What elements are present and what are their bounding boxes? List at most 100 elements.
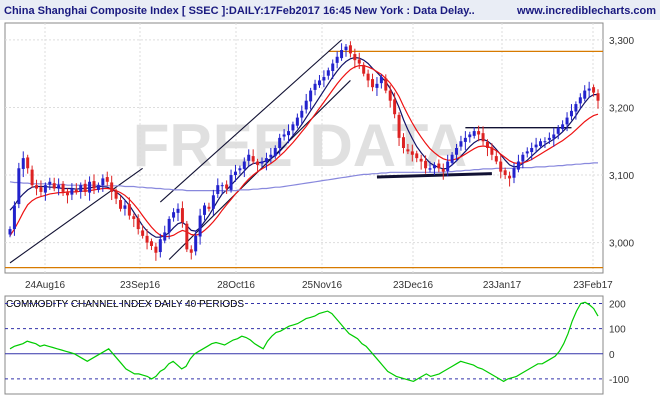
candle-body — [455, 148, 459, 155]
candle-body — [472, 131, 476, 136]
cci-y-tick-label: 200 — [609, 300, 626, 311]
candle-body — [459, 141, 463, 147]
candle-body — [211, 195, 215, 209]
candle-body — [105, 177, 109, 182]
candle-body — [410, 151, 414, 155]
candle-body — [561, 124, 565, 130]
candle-body — [12, 205, 16, 230]
price-x-tick-label: 25Nov16 — [302, 280, 342, 291]
chart-title: China Shanghai Composite Index [ SSEC ]:… — [4, 5, 475, 17]
candle-body — [8, 229, 12, 235]
candle-body — [437, 163, 441, 169]
candle-body — [428, 168, 432, 170]
candle-body — [30, 169, 34, 186]
candle-body — [348, 45, 352, 54]
candle-body — [83, 183, 87, 192]
candle-body — [547, 137, 551, 140]
candle-body — [362, 64, 366, 74]
candle-body — [194, 235, 198, 252]
candle-body — [401, 137, 405, 148]
candle-body — [406, 149, 410, 152]
candle-body — [432, 164, 436, 169]
candle-body — [273, 148, 277, 157]
cci-line — [9, 301, 599, 383]
candle-body — [233, 171, 237, 176]
candle-body — [565, 117, 569, 125]
trend-channel-line — [159, 39, 342, 203]
candle-body — [154, 246, 158, 253]
candle-body — [278, 137, 282, 148]
candle-body — [238, 168, 242, 171]
candle-body — [251, 156, 255, 162]
price-x-tick-label: 24Aug16 — [25, 280, 65, 291]
price-x-tick-label: 23Jan17 — [483, 280, 522, 291]
candle-body — [397, 114, 401, 138]
candle-body — [450, 154, 454, 163]
candle-body — [291, 124, 295, 131]
candle-body — [17, 168, 21, 205]
cci-y-tick-label: -100 — [609, 375, 629, 386]
price-panel-frame — [4, 22, 604, 274]
moving-average-line-2 — [9, 64, 599, 238]
candle-body — [424, 160, 428, 169]
candle-body — [176, 208, 180, 213]
price-x-tick-label: 28Oct16 — [217, 280, 255, 291]
price-y-tick-label: 3,300 — [609, 36, 634, 47]
candle-body — [145, 235, 149, 243]
candle-body — [592, 87, 596, 93]
candle-body — [463, 137, 467, 142]
candle-body — [353, 54, 357, 61]
candle-body — [282, 134, 286, 137]
candle-body — [490, 147, 494, 155]
candle-body — [388, 90, 392, 101]
candle-body — [264, 158, 268, 163]
price-x-tick-label: 23Sep16 — [120, 280, 160, 291]
candle-body — [300, 110, 304, 118]
candle-body — [366, 73, 370, 81]
candle-body — [247, 154, 251, 161]
candle-body — [371, 79, 375, 88]
candle-body — [57, 185, 61, 189]
candle-body — [446, 161, 450, 171]
candle-body — [477, 131, 481, 135]
candle-body — [587, 88, 591, 91]
candle-body — [92, 181, 96, 189]
candle-body — [136, 218, 140, 230]
candle-body — [322, 77, 326, 81]
cci-title: COMMODITY CHANNEL INDEX DAILY 40 PERIODS — [6, 299, 244, 310]
candle-body — [21, 158, 25, 169]
cci-y-tick-label: 100 — [609, 325, 626, 336]
candle-body — [96, 185, 100, 190]
candle-body — [485, 141, 489, 148]
candle-body — [119, 200, 123, 209]
candle-body — [269, 154, 273, 158]
candle-body — [132, 216, 136, 219]
candle-body — [326, 70, 330, 76]
candle-body — [441, 168, 445, 172]
candle-body — [35, 185, 39, 189]
watermark-text: FREE DATA — [133, 112, 467, 179]
candle-body — [468, 134, 472, 138]
candle-body — [65, 192, 69, 196]
candle-body — [304, 100, 308, 110]
candle-body — [508, 175, 512, 179]
candle-body — [48, 181, 52, 185]
cci-series-line — [9, 301, 599, 383]
candle-body — [331, 63, 335, 71]
candle-body — [149, 241, 153, 246]
candle-body — [525, 151, 529, 154]
price-y-tick-label: 3,000 — [609, 239, 634, 250]
site-link[interactable]: www.incrediblecharts.com — [516, 5, 656, 17]
candle-body — [88, 181, 92, 193]
candle-body — [415, 153, 419, 159]
header-bar — [0, 0, 660, 20]
candle-body — [79, 185, 83, 192]
candle-body — [198, 215, 202, 237]
candle-body — [393, 99, 397, 115]
cci-reference-lines — [5, 303, 603, 380]
candle-body — [242, 161, 246, 169]
candle-body — [114, 191, 118, 199]
candle-body — [574, 104, 578, 112]
candle-body — [516, 161, 520, 170]
